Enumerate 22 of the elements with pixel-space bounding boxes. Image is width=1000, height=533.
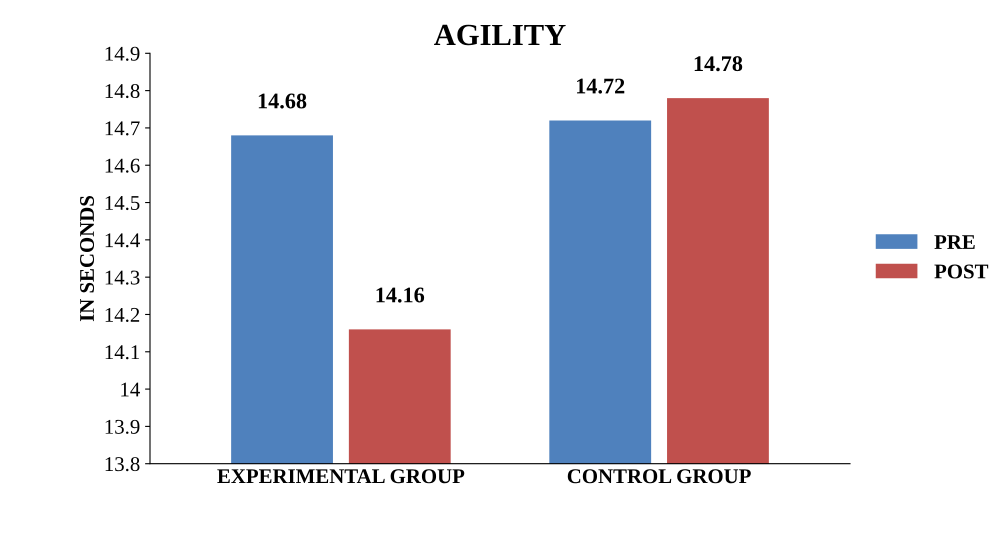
y-tick-label: 14.8 bbox=[106, 84, 140, 98]
data-label: 14.68 bbox=[258, 93, 306, 109]
y-tick-label: 13.8 bbox=[106, 457, 140, 472]
y-tick-label: 14.2 bbox=[106, 308, 140, 322]
x-tick-label: CONTROL GROUP bbox=[568, 469, 751, 484]
legend-label: POST bbox=[934, 264, 988, 278]
y-axis-title: IN SECONDS bbox=[80, 196, 94, 322]
data-label: 14.16 bbox=[376, 288, 424, 303]
y-tick-label: 14.6 bbox=[106, 158, 140, 173]
chart-title: AGILITY bbox=[434, 24, 566, 46]
y-tick-label: 14.7 bbox=[106, 121, 140, 136]
y-tick-label: 14.1 bbox=[106, 345, 140, 360]
x-tick-label: EXPERIMENTAL GROUP bbox=[217, 469, 464, 484]
y-tick-label: 13.9 bbox=[106, 420, 140, 434]
data-label: 14.78 bbox=[694, 56, 742, 72]
y-tick-label: 14 bbox=[121, 382, 140, 396]
y-tick-label: 14.5 bbox=[106, 196, 140, 210]
legend-label: PRE bbox=[934, 235, 975, 249]
y-tick-label: 14.9 bbox=[106, 46, 140, 61]
y-tick-label: 14.4 bbox=[106, 233, 140, 248]
data-label: 14.72 bbox=[577, 78, 624, 94]
y-tick-label: 14.3 bbox=[106, 270, 140, 285]
